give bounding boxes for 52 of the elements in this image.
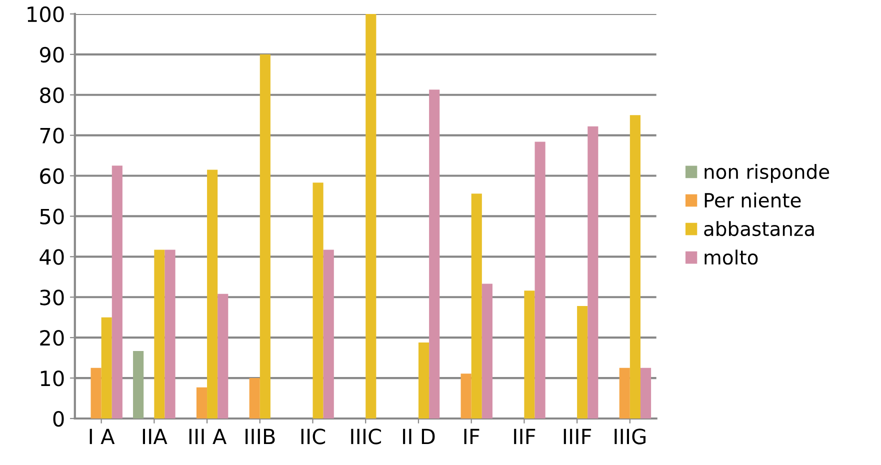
x-tick-label: IIIC xyxy=(351,428,381,444)
bar xyxy=(196,387,208,418)
legend-label: non risponde xyxy=(704,164,830,183)
bar xyxy=(640,368,652,418)
y-tick-label: 60 xyxy=(40,168,64,184)
y-tick-label: 80 xyxy=(40,87,64,104)
bar xyxy=(101,317,112,418)
bar xyxy=(164,250,176,418)
legend-label: Per niente xyxy=(704,192,801,208)
bar xyxy=(112,166,122,418)
bar xyxy=(418,342,430,418)
y-tick-label: 100 xyxy=(28,6,64,22)
x-tick-label: IIIF xyxy=(564,428,592,444)
bar xyxy=(218,294,228,418)
bar xyxy=(460,374,472,418)
legend-label: molto xyxy=(704,250,758,265)
y-tick-label: 90 xyxy=(40,46,64,63)
bar xyxy=(154,250,165,418)
bar xyxy=(524,290,535,418)
bar xyxy=(619,368,630,418)
bar xyxy=(312,182,324,418)
legend-label: abbastanza xyxy=(704,221,814,236)
x-tick-label: IIC xyxy=(301,428,326,444)
x-tick-label: IIIG xyxy=(614,428,646,444)
x-tick-label: I A xyxy=(90,428,115,444)
bar xyxy=(323,250,334,418)
bar xyxy=(366,14,376,418)
x-tick-label: IIIB xyxy=(246,428,275,444)
x-tick-label: IIA xyxy=(142,428,168,444)
y-tick-label: 10 xyxy=(40,370,64,386)
bar xyxy=(90,368,102,418)
bar xyxy=(534,142,546,418)
x-tick-label: IIF xyxy=(514,428,536,444)
y-tick-label: 0 xyxy=(53,410,64,427)
bar xyxy=(630,115,640,418)
bar xyxy=(249,378,260,418)
bar xyxy=(260,54,270,418)
x-tick-label: II D xyxy=(403,428,435,444)
bar xyxy=(429,90,440,418)
y-tick-label: 30 xyxy=(40,290,64,306)
x-tick-label: III A xyxy=(189,428,227,444)
bar xyxy=(482,284,492,418)
bar xyxy=(588,126,598,418)
y-tick-label: 40 xyxy=(40,249,64,265)
y-tick-label: 50 xyxy=(40,208,64,224)
bar xyxy=(577,306,588,418)
bar xyxy=(471,194,482,418)
y-tick-label: 20 xyxy=(40,330,64,346)
y-tick-label: 70 xyxy=(40,128,64,144)
bar xyxy=(133,350,144,418)
bar xyxy=(207,170,218,418)
x-tick-label: IF xyxy=(464,428,480,444)
